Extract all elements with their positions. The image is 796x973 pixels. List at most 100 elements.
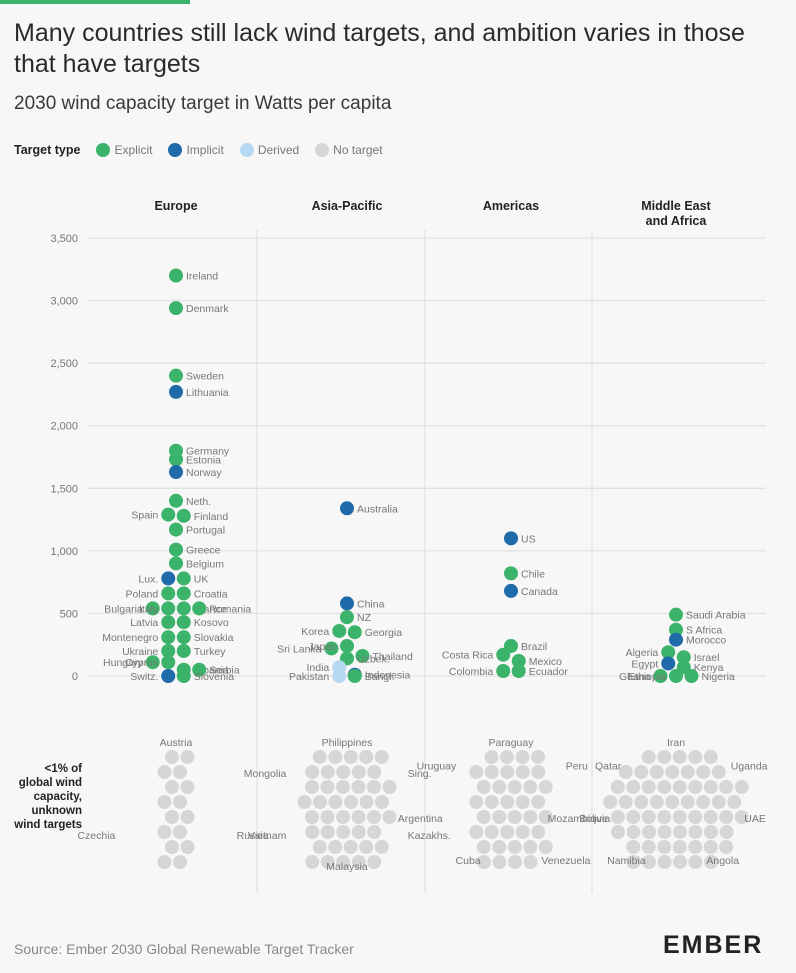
no-target-label: Sing. [408, 768, 432, 780]
data-point [347, 669, 362, 683]
no-target-label: Bolivia [579, 813, 610, 825]
no-target-point [469, 825, 484, 839]
no-target-point [642, 855, 656, 869]
no-target-point [500, 750, 514, 764]
no-target-point [657, 810, 672, 824]
source-note: Source: Ember 2030 Global Renewable Targ… [14, 941, 354, 957]
no-target-point [157, 855, 172, 869]
no-target-point [320, 765, 335, 779]
data-point [669, 669, 683, 683]
no-target-point [634, 795, 649, 809]
data-label: Ecuador [529, 666, 569, 678]
accent-bar [0, 0, 190, 4]
data-point [169, 522, 183, 537]
data-label: Australia [357, 503, 398, 515]
data-label: Finland [194, 511, 229, 523]
no-target-point [657, 780, 672, 794]
no-target-point [351, 825, 366, 839]
no-target-label: Vietnam [248, 830, 287, 842]
no-target-point [665, 795, 680, 809]
no-target-point [688, 840, 703, 854]
no-target-point [507, 780, 522, 794]
data-point [169, 301, 183, 316]
data-label: Israel [694, 652, 720, 664]
data-label: Croatia [194, 588, 228, 600]
data-point [684, 669, 699, 683]
no-target-point [611, 825, 625, 839]
data-point [669, 607, 683, 622]
no-target-point [711, 795, 726, 809]
legend-label-no-target: No target [333, 143, 383, 157]
no-target-point [734, 810, 749, 824]
data-label: Nigeria [702, 671, 735, 683]
data-point [340, 638, 354, 653]
no-target-point [367, 825, 382, 839]
no-target-label: Paraguay [489, 737, 535, 749]
data-point [169, 556, 183, 571]
data-label: Uzbek. [357, 653, 390, 665]
no-target-point [343, 750, 358, 764]
data-point [169, 384, 183, 399]
no-target-label: Austria [160, 737, 193, 749]
no-target-point [719, 825, 734, 839]
chart-subtitle: 2030 wind capacity target in Watts per c… [14, 93, 392, 114]
no-target-point [610, 780, 625, 794]
no-target-point [157, 795, 172, 809]
no-target-point [165, 840, 179, 854]
no-target-point [351, 810, 366, 824]
data-label: Slovenia [194, 671, 234, 683]
no-target-point [515, 795, 530, 809]
data-point [176, 615, 191, 630]
data-label: Poland [126, 588, 159, 600]
no-target-point [703, 750, 718, 764]
no-target-label: Philippines [322, 737, 373, 749]
data-point [347, 625, 362, 640]
data-point [161, 507, 176, 522]
no-target-point [476, 780, 491, 794]
no-target-point [343, 840, 358, 854]
legend-swatch-explicit [96, 143, 111, 157]
data-label: Spain [131, 510, 158, 522]
no-target-point [672, 810, 687, 824]
no-target-point [538, 780, 553, 794]
no-target-point [469, 765, 484, 779]
no-target-label: Argentina [398, 813, 443, 825]
no-target-point [320, 780, 335, 794]
no-target-point [507, 840, 522, 854]
no-target-point [531, 765, 546, 779]
data-label: Mexico [529, 656, 562, 668]
no-target-point [500, 795, 515, 809]
no-target-point [704, 855, 718, 869]
ember-logo: EMBER [663, 931, 764, 959]
no-target-point [336, 810, 350, 824]
data-point [169, 452, 183, 467]
data-label: Sweden [186, 371, 224, 383]
data-point [176, 630, 191, 645]
no-target-point [351, 780, 366, 794]
no-target-label: Czechia [77, 830, 115, 842]
no-target-label: Qatar [595, 760, 622, 772]
data-label: Norway [186, 467, 222, 479]
no-target-point [523, 780, 538, 794]
no-target-point [531, 825, 546, 839]
legend-swatch-no-target [315, 143, 330, 157]
no-target-point [359, 840, 374, 854]
no-target-point [610, 810, 625, 824]
data-point [161, 601, 176, 616]
no-target-point [320, 825, 335, 839]
data-point [504, 566, 518, 581]
no-target-point [515, 765, 530, 779]
data-label: Ghana [619, 671, 651, 683]
no-target-point [688, 810, 703, 824]
no-target-point [173, 855, 187, 869]
no-target-point [359, 750, 374, 764]
data-label: Lux. [138, 573, 158, 585]
data-label: Bulgaria [104, 603, 143, 615]
y-tick-label: 2,500 [50, 358, 78, 370]
no-target-point [320, 810, 335, 824]
data-point [192, 601, 207, 616]
data-label: India [306, 662, 329, 674]
legend-label-explicit: Explicit [114, 143, 153, 157]
no-target-point [618, 795, 633, 809]
region-header: Europe [154, 199, 197, 213]
